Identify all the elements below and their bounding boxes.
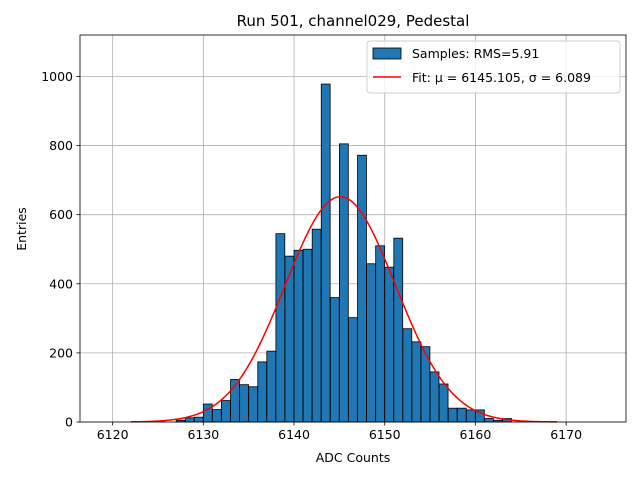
histogram-bar [212, 409, 222, 423]
x-tick-label: 6160 [460, 427, 492, 442]
histogram-bar [311, 228, 322, 423]
histogram-bar [302, 248, 313, 423]
histogram-bar [465, 409, 476, 423]
y-axis-ticks: 0 200 400 600 800 1000 [41, 69, 80, 430]
histogram-bar [248, 386, 258, 423]
histogram-bar [438, 383, 449, 423]
y-tick-label: 800 [49, 138, 73, 153]
x-tick-label: 6120 [97, 427, 129, 442]
histogram-bar [184, 417, 195, 423]
histogram-bar [456, 407, 467, 423]
histogram-bar [266, 350, 277, 423]
histogram-bar [411, 341, 422, 423]
histogram-bar [257, 361, 268, 423]
x-axis-label: ADC Counts [316, 450, 391, 465]
histogram-bar [366, 263, 376, 423]
histogram-bar [329, 297, 340, 423]
x-axis-ticks: 6120 6130 6140 6150 6160 6170 [97, 422, 582, 442]
histogram-bar [384, 266, 395, 423]
plot-frame [79, 34, 627, 423]
histogram-bar [484, 418, 494, 423]
histogram-bar [375, 245, 385, 423]
y-tick-label: 400 [49, 276, 73, 291]
y-tick-label: 0 [65, 415, 73, 430]
histogram-bar [357, 154, 367, 423]
x-tick-label: 6140 [278, 427, 310, 442]
x-tick-label: 6170 [550, 427, 582, 442]
histogram-bar [239, 384, 249, 423]
x-tick-label: 6150 [369, 427, 401, 442]
histogram-bar [293, 249, 304, 423]
histogram-bars [175, 83, 512, 423]
legend-label-fit: Fit: μ = 6145.105, σ = 6.089 [412, 70, 591, 85]
chart-title: Run 501, channel029, Pedestal [237, 12, 470, 30]
legend-label-samples: Samples: RMS=5.91 [412, 46, 539, 61]
x-tick-label: 6130 [187, 427, 219, 442]
legend-swatch-samples [372, 47, 402, 60]
y-tick-label: 200 [49, 345, 73, 360]
histogram-bar [429, 371, 440, 423]
histogram-bar [320, 83, 331, 423]
y-tick-label: 1000 [41, 69, 73, 84]
histogram-bar [402, 328, 413, 423]
histogram-bar [338, 143, 349, 423]
histogram-bar [221, 400, 231, 423]
histogram-bar [348, 317, 358, 423]
legend-box [366, 40, 621, 94]
legend: Samples: RMS=5.91 Fit: μ = 6145.105, σ =… [366, 40, 621, 94]
y-axis-label: Entries [14, 207, 29, 251]
y-tick-label: 600 [49, 207, 73, 222]
fit-curve [130, 195, 558, 423]
histogram-bar [393, 237, 404, 423]
histogram-bar [447, 407, 458, 423]
histogram-bar [275, 233, 286, 423]
histogram-bar [193, 416, 204, 423]
